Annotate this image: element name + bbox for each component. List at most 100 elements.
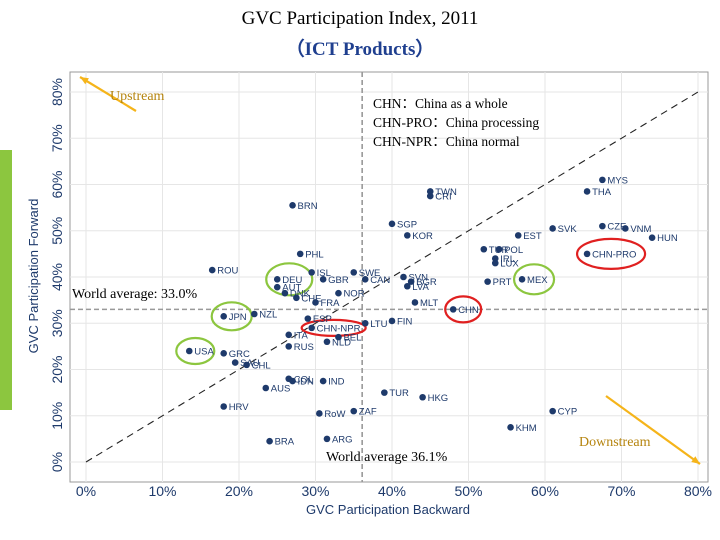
data-point-label: HRV <box>229 402 250 413</box>
data-point <box>400 273 407 281</box>
data-point <box>426 192 434 200</box>
y-axis-title: GVC Participation Forward <box>26 199 41 354</box>
data-point <box>293 294 300 302</box>
x-tick-label: 0% <box>76 483 96 499</box>
data-point <box>549 407 556 415</box>
highlight-chn-pro <box>575 237 647 270</box>
data-point-label: TWN <box>435 187 457 198</box>
data-point-label: HUN <box>657 233 678 244</box>
highlight-ellipses <box>175 237 647 366</box>
y-tick-label: 80% <box>49 78 65 106</box>
data-point <box>323 338 331 346</box>
data-point <box>449 306 457 313</box>
data-point <box>319 276 327 283</box>
data-point <box>220 350 227 357</box>
data-point <box>289 377 296 385</box>
legend-line-chn-pro: CHN-PRO：China processing <box>373 115 540 130</box>
data-point-label: RUS <box>294 342 314 353</box>
data-point <box>648 234 656 241</box>
data-point <box>296 250 304 258</box>
abbreviation-legend: CHN：China as a whole CHN-PRO：China proce… <box>373 94 539 151</box>
data-point <box>316 410 323 417</box>
y-tick-label: 60% <box>49 170 65 198</box>
data-point <box>285 331 293 339</box>
data-point <box>484 278 491 285</box>
data-point-label: ROU <box>217 266 238 277</box>
data-point <box>599 222 606 230</box>
data-point-label: CHL <box>252 360 271 371</box>
highlight-usa <box>175 336 216 366</box>
data-point-label: SAU <box>240 358 260 369</box>
data-point-label: BGR <box>416 277 437 288</box>
data-point <box>518 276 526 283</box>
upstream-arrow <box>79 76 137 112</box>
data-point <box>350 407 358 415</box>
data-point-label: USA <box>194 347 214 358</box>
world-average-backward-note: World average 36.1% <box>326 450 448 465</box>
data-point-label: TUR <box>389 388 409 399</box>
data-point-label: SWE <box>359 268 381 279</box>
slide-accent-bar <box>0 150 12 410</box>
data-point-label: POL <box>504 245 523 256</box>
legend-line-chn-npr: CHN-NPR：China normal <box>373 134 520 149</box>
data-point <box>599 176 606 184</box>
data-point-label: CHN <box>458 305 479 316</box>
data-point <box>491 259 499 267</box>
data-point-label: MEX <box>527 275 548 286</box>
data-point-label: PHL <box>305 249 323 260</box>
data-point-label: VNM <box>630 224 651 235</box>
x-tick-label: 60% <box>531 483 559 499</box>
data-point-label: IND <box>328 377 345 388</box>
x-axis-title: GVC Participation Backward <box>306 502 470 517</box>
highlight-jpn <box>210 301 253 332</box>
data-point <box>231 359 239 366</box>
data-point-label: BRN <box>298 201 318 212</box>
data-point <box>319 377 327 385</box>
data-point-label: SVK <box>558 224 578 235</box>
legend-line-chn: CHN：China as a whole <box>373 96 508 111</box>
data-point-label: CYP <box>558 407 578 418</box>
downstream-arrow <box>605 395 701 465</box>
data-point <box>308 269 315 276</box>
data-point <box>583 188 591 195</box>
data-point <box>419 393 426 401</box>
data-point-label: DNK <box>290 289 311 300</box>
y-tick-label: 20% <box>49 355 65 383</box>
data-point <box>323 435 331 443</box>
data-point-label: SVN <box>408 273 428 284</box>
gridlines <box>70 72 708 482</box>
data-point-label: CHN-NPR <box>317 323 361 334</box>
data-point <box>480 245 488 253</box>
downstream-note: Downstream <box>579 435 651 450</box>
highlight-chn <box>444 295 483 324</box>
y-tick-label: 10% <box>49 402 65 430</box>
data-point-label: LVA <box>412 282 429 293</box>
data-point-label: EST <box>523 231 542 242</box>
direction-arrows <box>79 76 701 465</box>
data-point-label: BRA <box>275 437 295 448</box>
data-point <box>273 283 281 291</box>
data-point <box>388 317 396 325</box>
data-point-label: NLD <box>332 337 351 348</box>
x-tick-label: 20% <box>225 483 253 499</box>
x-tick-label: 10% <box>148 483 176 499</box>
y-tick-label: 40% <box>49 263 65 291</box>
highlight-deu <box>265 262 314 297</box>
data-point-label: NOR <box>343 289 364 300</box>
y-tick-label: 0% <box>49 452 65 472</box>
data-point <box>285 343 293 350</box>
data-point <box>335 289 342 297</box>
data-point-label: IRL <box>500 254 515 265</box>
data-point-label: SGP <box>397 219 417 230</box>
data-point-label: ISL <box>317 268 331 279</box>
data-point <box>622 225 629 232</box>
data-point-label: CAN <box>370 275 390 286</box>
data-point-label: CHE <box>301 293 321 304</box>
data-point <box>381 389 388 396</box>
y-tick-label: 30% <box>49 309 65 337</box>
data-point <box>411 299 419 306</box>
data-point-label: MLT <box>420 298 438 309</box>
data-point <box>507 424 514 431</box>
data-point-label: ARG <box>332 434 353 445</box>
